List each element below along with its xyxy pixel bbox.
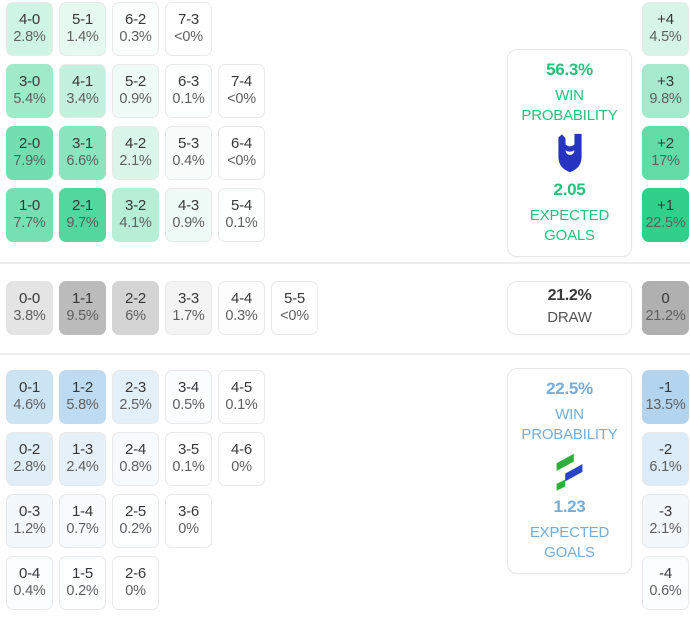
score-cell: 1-5 0.2%	[59, 556, 106, 610]
score-cell: 1-2 5.8%	[59, 370, 106, 424]
home-score-matrix: 4-0 2.8% 5-1 1.4% 6-2 0.3% 7-3 <0% 3-0 5.4% 4-1 3.4…	[6, 2, 265, 242]
score-cell: 0-2 2.8%	[6, 432, 53, 486]
score-cell: 4-5 0.1%	[218, 370, 265, 424]
score-cell: 3-5 0.1%	[165, 432, 212, 486]
score-cell: 2-3 2.5%	[112, 370, 159, 424]
score-cell: 6-3 0.1%	[165, 64, 212, 118]
home-win-panel: 56.3% WIN PROBABILITY 2.05 EXPECTED GOAL…	[507, 49, 632, 257]
home-win-probability-label: WIN PROBABILITY	[521, 87, 618, 125]
score-cell: 5-5 <0%	[271, 281, 318, 335]
goal-diff-cell: 0 21.2%	[642, 281, 689, 335]
score-cell: 5-2 0.9%	[112, 64, 159, 118]
score-cell: 2-1 9.7%	[59, 188, 106, 242]
home-expected-goals-value: 2.05	[553, 179, 586, 199]
away-win-probability-value: 22.5%	[546, 378, 593, 398]
goal-diff-cell: +4 4.5%	[642, 2, 689, 56]
score-cell: 1-3 2.4%	[59, 432, 106, 486]
section-divider	[0, 262, 690, 264]
score-cell: 0-3 1.2%	[6, 494, 53, 548]
score-cell: 3-3 1.7%	[165, 281, 212, 335]
score-cell: 4-2 2.1%	[112, 126, 159, 180]
score-cell: 4-1 3.4%	[59, 64, 106, 118]
away-team-crest-icon	[554, 451, 585, 491]
score-cell: 4-4 0.3%	[218, 281, 265, 335]
goal-diff-cell: -3 2.1%	[642, 494, 689, 548]
score-cell: 1-0 7.7%	[6, 188, 53, 242]
score-cell: 4-6 0%	[218, 432, 265, 486]
home-goal-diff-column: +4 4.5% +3 9.8% +2 17% +1 22.5%	[642, 2, 689, 242]
away-score-matrix: 0-1 4.6% 1-2 5.8% 2-3 2.5% 3-4 0.5% 4-5 0.1% 0-2 2.…	[6, 370, 265, 610]
al-hilal-crest-icon	[552, 133, 588, 174]
goal-diff-cell: +3 9.8%	[642, 64, 689, 118]
score-cell: 4-3 0.9%	[165, 188, 212, 242]
score-cell: 1-1 9.5%	[59, 281, 106, 335]
draw-score-row: 0-0 3.8% 1-1 9.5% 2-2 6% 3-3 1.7% 4-4 0.3% 5-5 <0%	[6, 281, 318, 335]
score-cell: 0-0 3.8%	[6, 281, 53, 335]
away-win-probability-label: WIN PROBABILITY	[521, 405, 618, 443]
home-expected-goals-label: EXPECTED GOALS	[529, 206, 610, 244]
away-win-panel: 22.5% WIN PROBABILITY 1.23 EXPECTED GOAL…	[507, 368, 632, 574]
home-win-probability-value: 56.3%	[546, 60, 593, 79]
score-cell: 3-2 4.1%	[112, 188, 159, 242]
score-cell: 3-4 0.5%	[165, 370, 212, 424]
score-cell: 3-0 5.4%	[6, 64, 53, 118]
score-cell: 5-1 1.4%	[59, 2, 106, 56]
score-cell: 6-4 <0%	[218, 126, 265, 180]
score-cell: 0-1 4.6%	[6, 370, 53, 424]
goal-diff-cell: -1 13.5%	[642, 370, 689, 424]
score-cell: 7-3 <0%	[165, 2, 212, 56]
score-cell: 2-6 0%	[112, 556, 159, 610]
draw-goal-diff-column: 0 21.2%	[642, 281, 689, 335]
score-cell: 1-4 0.7%	[59, 494, 106, 548]
goal-diff-cell: +2 17%	[642, 126, 689, 180]
score-cell: 6-2 0.3%	[112, 2, 159, 56]
goal-diff-cell: -4 0.6%	[642, 556, 689, 610]
score-cell: 7-4 <0%	[218, 64, 265, 118]
score-cell: 3-1 6.6%	[59, 126, 106, 180]
away-expected-goals-value: 1.23	[553, 496, 586, 516]
draw-panel: 21.2% DRAW	[507, 281, 632, 335]
score-cell: 2-4 0.8%	[112, 432, 159, 486]
draw-label: DRAW	[547, 309, 592, 327]
score-cell: 5-4 0.1%	[218, 188, 265, 242]
away-goal-diff-column: -1 13.5% -2 6.1% -3 2.1% -4 0.6%	[642, 370, 689, 610]
score-cell: 3-6 0%	[165, 494, 212, 548]
score-cell: 2-2 6%	[112, 281, 159, 335]
score-cell: 5-3 0.4%	[165, 126, 212, 180]
score-cell: 2-5 0.2%	[112, 494, 159, 548]
score-cell: 4-0 2.8%	[6, 2, 53, 56]
score-cell: 0-4 0.4%	[6, 556, 53, 610]
goal-diff-cell: +1 22.5%	[642, 188, 689, 242]
section-divider	[0, 353, 690, 355]
score-cell: 2-0 7.9%	[6, 126, 53, 180]
away-expected-goals-label: EXPECTED GOALS	[529, 523, 610, 561]
draw-probability-value: 21.2%	[547, 287, 592, 305]
goal-diff-cell: -2 6.1%	[642, 432, 689, 486]
